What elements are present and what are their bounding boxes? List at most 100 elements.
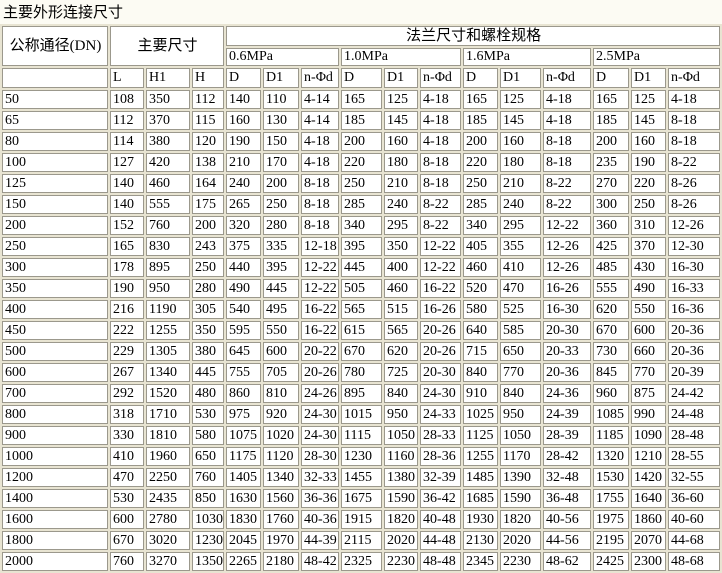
table-cell: 20-26	[420, 321, 462, 340]
table-cell: 810	[263, 384, 300, 403]
table-cell: 8-22	[420, 216, 462, 235]
table-cell: 550	[631, 300, 667, 319]
table-cell: 1230	[192, 531, 225, 550]
header-sub-cell: H1	[146, 68, 190, 88]
table-cell: 28-55	[668, 447, 721, 466]
table-cell: 40-56	[543, 510, 592, 529]
table-cell: 2250	[146, 468, 190, 487]
table-cell: 4-18	[420, 90, 462, 109]
table-cell: 470	[500, 279, 542, 298]
table-cell: 16-26	[420, 300, 462, 319]
header-row-pressures: 0.6MPa 1.0MPa 1.6MPa 2.5MPa	[2, 48, 721, 66]
table-cell: 8-18	[301, 195, 340, 214]
table-cell: 460	[384, 279, 419, 298]
table-cell: 16-22	[420, 279, 462, 298]
cell-dn: 125	[2, 174, 108, 193]
header-sub-cell: L	[110, 68, 144, 88]
cell-dn: 65	[2, 111, 108, 130]
cell-dn: 2000	[2, 552, 108, 571]
table-cell: 164	[192, 174, 225, 193]
cell-dn: 80	[2, 132, 108, 151]
cell-dn: 200	[2, 216, 108, 235]
table-cell: 430	[631, 258, 667, 277]
table-cell: 44-48	[420, 531, 462, 550]
table-cell: 640	[463, 321, 499, 340]
table-cell: 28-42	[543, 447, 592, 466]
table-row: 100 127 420 138 210 170 4-18 220 180 8-18 220 180 8-…	[2, 153, 721, 172]
cell-dn: 150	[2, 195, 108, 214]
table-row: 250 165 830 243 375 335 12-18 395 350 12-22 405 355…	[2, 237, 721, 256]
table-cell: 370	[631, 237, 667, 256]
table-cell: 250	[341, 174, 383, 193]
table-cell: 4-14	[301, 90, 340, 109]
table-cell: 350	[384, 237, 419, 256]
table-cell: 1340	[146, 363, 190, 382]
table-cell: 8-18	[543, 132, 592, 151]
table-cell: 845	[593, 363, 630, 382]
table-cell: 16-33	[668, 279, 721, 298]
table-cell: 12-26	[543, 237, 592, 256]
table-cell: 1420	[631, 468, 667, 487]
table-cell: 1520	[146, 384, 190, 403]
table-cell: 490	[631, 279, 667, 298]
table-cell: 20-30	[420, 363, 462, 382]
table-cell: 229	[110, 342, 144, 361]
table-cell: 340	[463, 216, 499, 235]
table-cell: 670	[593, 321, 630, 340]
table-cell: 650	[192, 447, 225, 466]
table-cell: 185	[463, 111, 499, 130]
cell-dn: 50	[2, 90, 108, 109]
table-cell: 950	[384, 405, 419, 424]
table-cell: 4-18	[420, 111, 462, 130]
table-cell: 250	[631, 195, 667, 214]
table-cell: 920	[263, 405, 300, 424]
table-cell: 1190	[146, 300, 190, 319]
table-cell: 8-22	[668, 153, 721, 172]
table-cell: 250	[263, 195, 300, 214]
table-cell: 1975	[593, 510, 630, 529]
table-cell: 550	[263, 321, 300, 340]
header-sub-cell: D1	[263, 68, 300, 88]
table-cell: 895	[341, 384, 383, 403]
table-cell: 1630	[226, 489, 262, 508]
table-cell: 1115	[341, 426, 383, 445]
table-cell: 160	[226, 111, 262, 130]
table-row: 900 330 1810 580 1075 1020 24-30 1115 1050 28-33 1…	[2, 426, 721, 445]
cell-dn: 700	[2, 384, 108, 403]
header-sub-cell: D	[593, 68, 630, 88]
table-cell: 1075	[226, 426, 262, 445]
table-cell: 1685	[463, 489, 499, 508]
table-cell: 1640	[631, 489, 667, 508]
table-cell: 1025	[463, 405, 499, 424]
table-cell: 2265	[226, 552, 262, 571]
table-cell: 1820	[500, 510, 542, 529]
table-cell: 8-18	[420, 153, 462, 172]
table-cell: 240	[226, 174, 262, 193]
table-cell: 165	[110, 237, 144, 256]
table-cell: 20-26	[301, 363, 340, 382]
table-cell: 28-36	[420, 447, 462, 466]
table-cell: 32-55	[668, 468, 721, 487]
header-pressure-1-0mpa: 1.0MPa	[341, 48, 462, 66]
table-cell: 875	[631, 384, 667, 403]
cell-dn: 500	[2, 342, 108, 361]
table-cell: 1015	[341, 405, 383, 424]
table-cell: 2230	[500, 552, 542, 571]
table-cell: 1710	[146, 405, 190, 424]
cell-dn: 350	[2, 279, 108, 298]
table-cell: 1390	[500, 468, 542, 487]
table-cell: 715	[463, 342, 499, 361]
table-cell: 44-56	[543, 531, 592, 550]
table-row: 800 318 1710 530 975 920 24-30 1015 950 24-33 1025…	[2, 405, 721, 424]
table-cell: 145	[631, 111, 667, 130]
table-cell: 950	[500, 405, 542, 424]
cell-dn: 1000	[2, 447, 108, 466]
table-cell: 1185	[593, 426, 630, 445]
table-cell: 145	[500, 111, 542, 130]
header-flange-spec: 法兰尺寸和螺栓规格	[226, 26, 721, 46]
table-cell: 860	[226, 384, 262, 403]
table-cell: 505	[341, 279, 383, 298]
table-cell: 4-18	[420, 132, 462, 151]
table-cell: 725	[384, 363, 419, 382]
table-cell: 445	[263, 279, 300, 298]
